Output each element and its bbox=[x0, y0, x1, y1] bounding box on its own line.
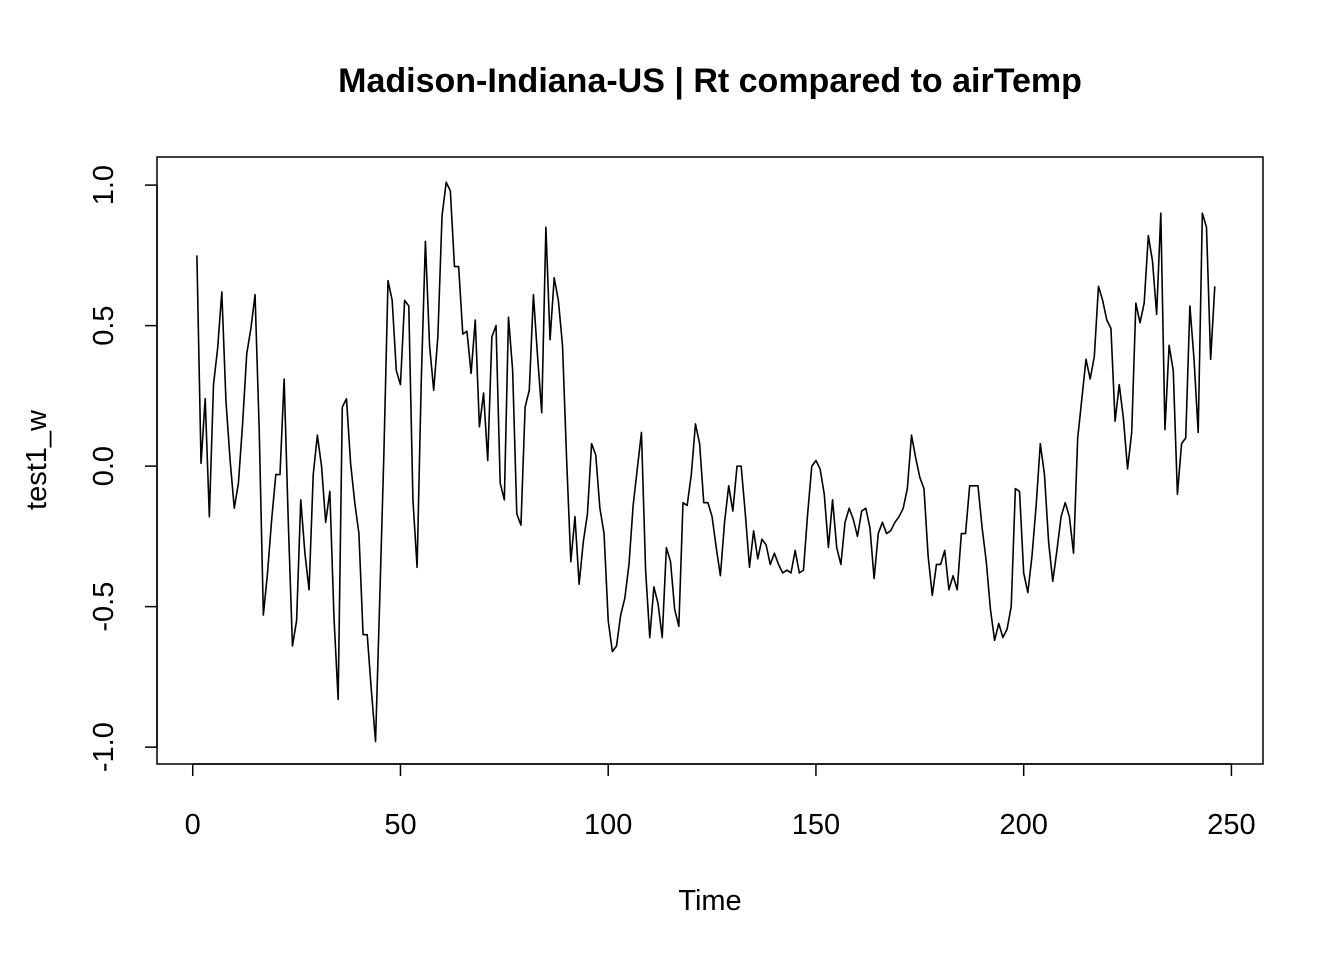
y-tick-label: -0.5 bbox=[88, 582, 120, 632]
chart-title: Madison-Indiana-US | Rt compared to airT… bbox=[338, 62, 1082, 100]
x-tick-label: 50 bbox=[384, 809, 416, 841]
x-tick-label: 100 bbox=[584, 809, 632, 841]
y-tick-label: -1.0 bbox=[88, 722, 120, 772]
y-tick-label: 0.5 bbox=[88, 305, 120, 345]
x-axis-label: Time bbox=[678, 885, 741, 917]
x-tick-label: 0 bbox=[185, 809, 201, 841]
series-line bbox=[196, 181, 1216, 743]
x-axis: 0 50 100 150 200 250 bbox=[185, 763, 1256, 841]
plot-frame bbox=[156, 156, 1264, 765]
y-tick-label: 1.0 bbox=[88, 165, 120, 205]
y-axis: -1.0 -0.5 0.0 0.5 1.0 bbox=[88, 165, 158, 772]
x-tick-label: 150 bbox=[792, 809, 840, 841]
x-tick-label: 200 bbox=[999, 809, 1047, 841]
y-axis-label: test1_w bbox=[21, 409, 53, 510]
x-tick-label: 250 bbox=[1207, 809, 1255, 841]
y-tick-label: 0.0 bbox=[88, 446, 120, 486]
